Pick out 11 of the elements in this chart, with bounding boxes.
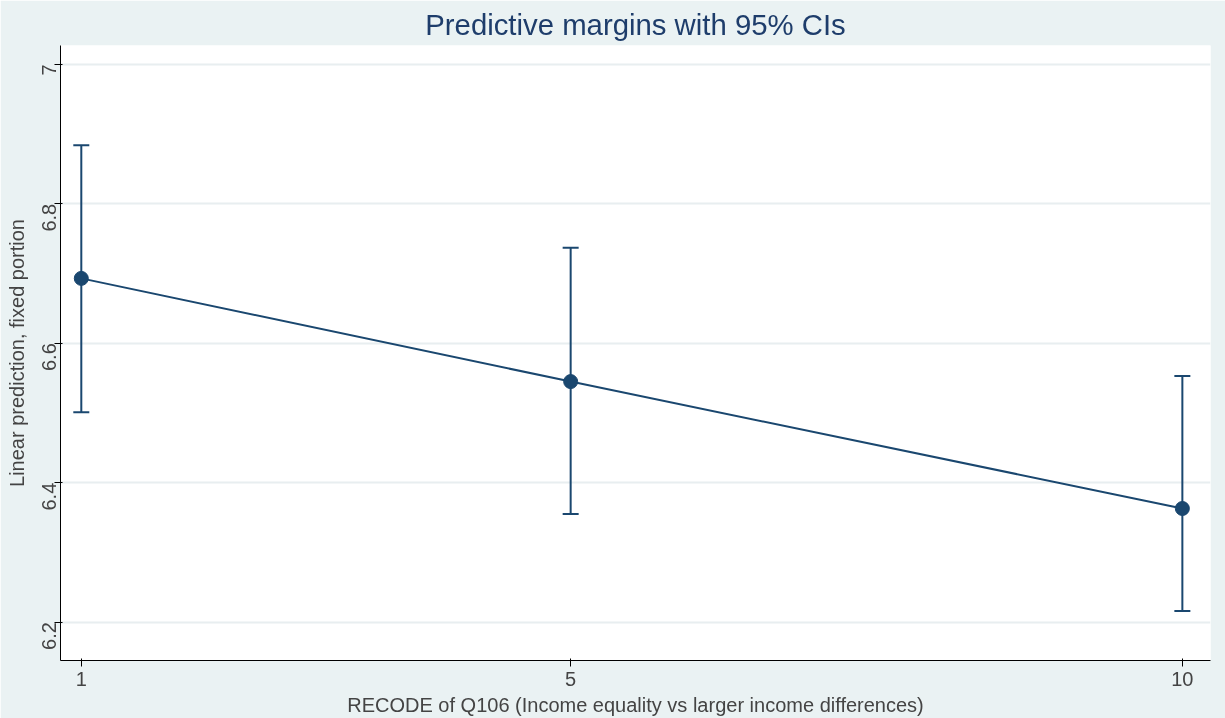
y-tick-label: 7 [38,64,61,76]
y-tick-label: 6.4 [38,482,61,511]
chart-title: Predictive margins with 95% CIs [425,7,846,41]
x-tick-label: 5 [565,667,577,690]
x-axis-title: RECODE of Q106 (Income equality vs larger income differences) [347,693,924,716]
y-axis-title: Linear prediction, fixed portion [5,219,28,487]
x-tick-label: 1 [75,667,87,690]
y-tick-label: 6.2 [38,622,61,650]
x-tick-label: 10 [1171,667,1194,690]
y-tick-label: 6.8 [38,203,61,232]
y-tick-label: 6.6 [38,343,61,372]
